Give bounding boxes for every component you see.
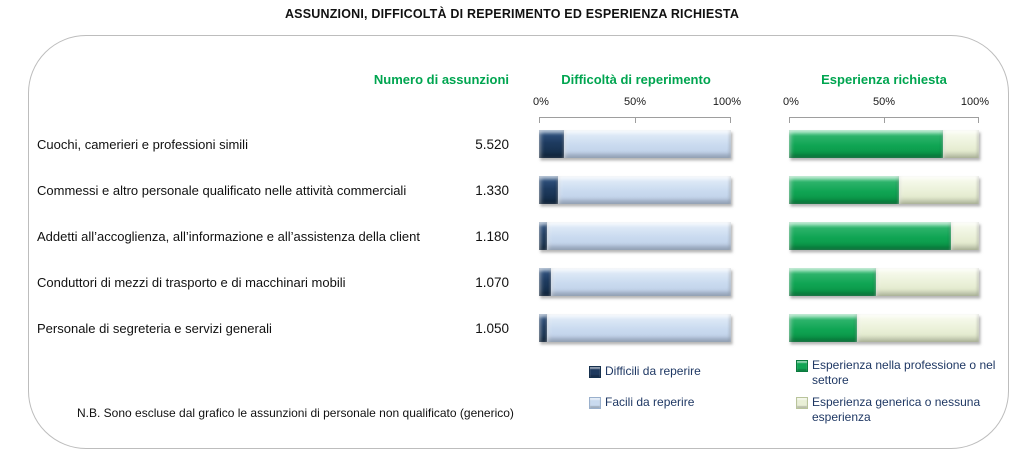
difficulty-bar: [539, 176, 731, 204]
experience-specific-segment: [789, 314, 858, 342]
difficult-segment: [539, 222, 547, 250]
legend-swatch-navy: [589, 366, 601, 378]
row-label: Personale di segreteria e servizi genera…: [37, 321, 272, 336]
row-label: Cuochi, camerieri e professioni simili: [37, 137, 248, 152]
difficulty-bar: [539, 130, 731, 158]
experience-generic-segment: [876, 268, 979, 296]
experience-specific-segment: [789, 130, 943, 158]
difficulty-bar: [539, 268, 731, 296]
experience-bar: [789, 222, 979, 250]
difficulty-axis-line: [539, 117, 731, 124]
difficult-segment: [539, 268, 551, 296]
row-hires-value: 1.180: [475, 229, 509, 244]
legend-label: Facili da reperire: [605, 395, 695, 409]
legend-item-experience-generic: Esperienza generica o nessuna esperienza: [796, 395, 1001, 425]
difficult-segment: [539, 130, 564, 158]
legend-item-difficult: Difficili da reperire: [589, 364, 701, 379]
easy-segment: [550, 268, 731, 296]
row-hires-value: 5.520: [475, 137, 509, 152]
experience-bar: [789, 176, 979, 204]
experience-axis-line: [789, 117, 979, 124]
column-header-difficulty: Difficoltà di reperimento: [561, 72, 711, 87]
experience-generic-segment: [942, 130, 979, 158]
experience-specific-segment: [789, 268, 877, 296]
easy-segment: [546, 222, 731, 250]
axis-tick-label: 100%: [712, 96, 742, 108]
experience-specific-segment: [789, 222, 951, 250]
difficulty-axis-labels: 0% 50% 100%: [533, 96, 741, 110]
axis-tick-label: 100%: [960, 96, 990, 108]
experience-generic-segment: [950, 222, 979, 250]
experience-specific-segment: [789, 176, 900, 204]
easy-segment: [563, 130, 731, 158]
axis-tick-label: 50%: [872, 96, 896, 108]
legend-item-experience-specific: Esperienza nella professione o nel setto…: [796, 358, 1001, 388]
experience-generic-segment: [857, 314, 979, 342]
experience-bar: [789, 130, 979, 158]
difficult-segment: [539, 314, 547, 342]
experience-generic-segment: [899, 176, 979, 204]
column-header-experience: Esperienza richiesta: [821, 72, 947, 87]
legend-label: Esperienza nella professione o nel setto…: [812, 358, 996, 387]
footnote: N.B. Sono escluse dal grafico le assunzi…: [77, 406, 514, 420]
column-header-hires: Numero di assunzioni: [373, 72, 509, 87]
legend-swatch-lightblue: [589, 397, 601, 409]
axis-tick-label: 0%: [783, 96, 799, 108]
row-hires-value: 1.050: [475, 321, 509, 336]
difficult-segment: [539, 176, 559, 204]
legend-label: Esperienza generica o nessuna esperienza: [812, 395, 981, 424]
row-label: Addetti all’accoglienza, all’informazion…: [37, 229, 420, 244]
difficulty-bar: [539, 314, 731, 342]
row-hires-value: 1.070: [475, 275, 509, 290]
experience-bar: [789, 314, 979, 342]
axis-tick-label: 50%: [623, 96, 647, 108]
chart-frame: Numero di assunzioni Difficoltà di reper…: [28, 35, 1009, 449]
row-label: Commessi e altro personale qualificato n…: [37, 183, 407, 198]
legend-label: Difficili da reperire: [605, 364, 701, 378]
legend-swatch-cream: [796, 397, 808, 409]
experience-axis-labels: 0% 50% 100%: [783, 96, 989, 110]
row-label: Conduttori di mezzi di trasporto e di ma…: [37, 275, 346, 290]
axis-tick-label: 0%: [533, 96, 549, 108]
difficulty-bar: [539, 222, 731, 250]
easy-segment: [546, 314, 731, 342]
easy-segment: [558, 176, 731, 204]
legend-item-easy: Facili da reperire: [589, 395, 694, 410]
chart-title: ASSUNZIONI, DIFFICOLTÀ DI REPERIMENTO ED…: [284, 7, 740, 21]
legend-swatch-green: [796, 360, 808, 372]
row-hires-value: 1.330: [475, 183, 509, 198]
experience-bar: [789, 268, 979, 296]
